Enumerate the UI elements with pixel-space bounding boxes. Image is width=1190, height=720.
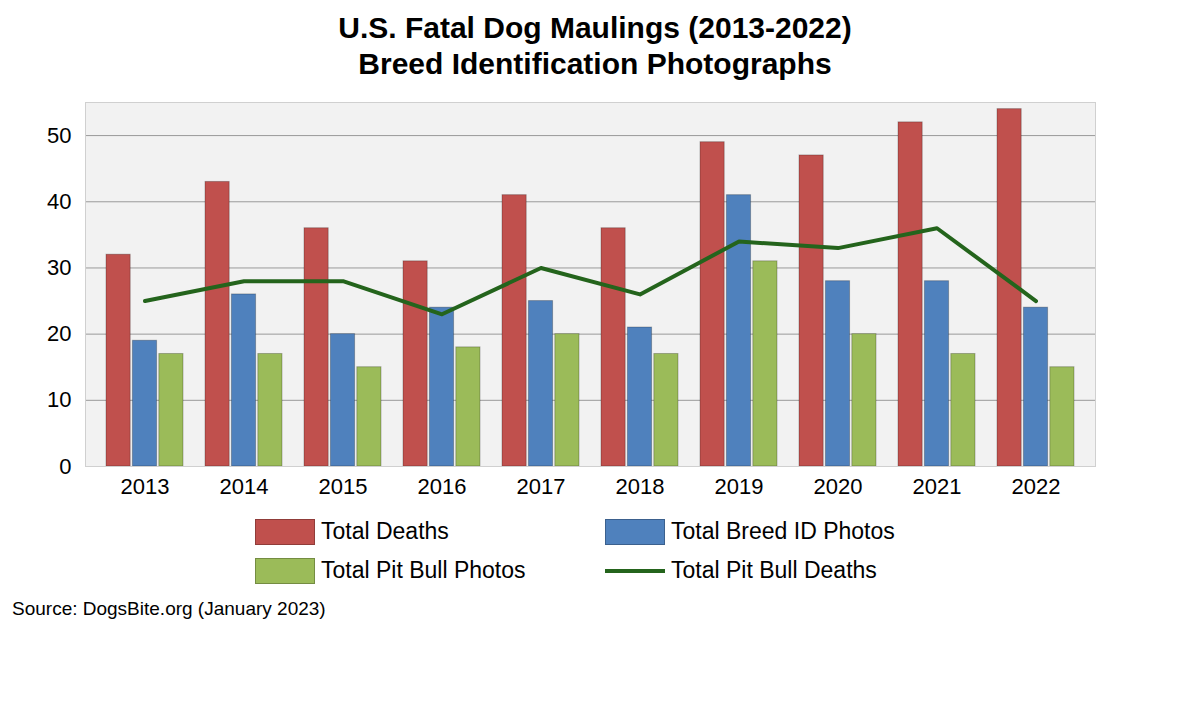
svg-text:2016: 2016 bbox=[418, 474, 467, 499]
svg-text:20: 20 bbox=[47, 321, 71, 346]
svg-text:2020: 2020 bbox=[814, 474, 863, 499]
html-text:Total Pit Bull Deaths: Total Pit Bull Deaths bbox=[671, 557, 877, 583]
svg-text:10: 10 bbox=[47, 387, 71, 412]
svg-text:30: 30 bbox=[47, 255, 71, 280]
svg-text:40: 40 bbox=[47, 189, 71, 214]
html-text:Total Breed ID Photos: Total Breed ID Photos bbox=[671, 518, 895, 544]
svg-text:2018: 2018 bbox=[616, 474, 665, 499]
svg-text:2015: 2015 bbox=[319, 474, 368, 499]
html-text:Source: DogsBite.org (January: Source: DogsBite.org (January 2023) bbox=[12, 598, 326, 619]
svg-text:0: 0 bbox=[59, 454, 71, 479]
svg-text:50: 50 bbox=[47, 123, 71, 148]
svg-text:2014: 2014 bbox=[220, 474, 269, 499]
svg-text:2013: 2013 bbox=[121, 474, 170, 499]
html-text:Total Pit Bull Photos: Total Pit Bull Photos bbox=[321, 557, 526, 583]
svg-text:2022: 2022 bbox=[1012, 474, 1061, 499]
svg-text:2017: 2017 bbox=[517, 474, 566, 499]
html-text:Total Deaths: Total Deaths bbox=[321, 518, 449, 544]
svg-text:2019: 2019 bbox=[715, 474, 764, 499]
html-text:U.S. Fatal Dog Maulings (2013-: U.S. Fatal Dog Maulings (2013-2022) bbox=[338, 11, 852, 44]
svg-text:2021: 2021 bbox=[913, 474, 962, 499]
html-text:Breed Identification Photograp: Breed Identification Photographs bbox=[358, 47, 832, 80]
